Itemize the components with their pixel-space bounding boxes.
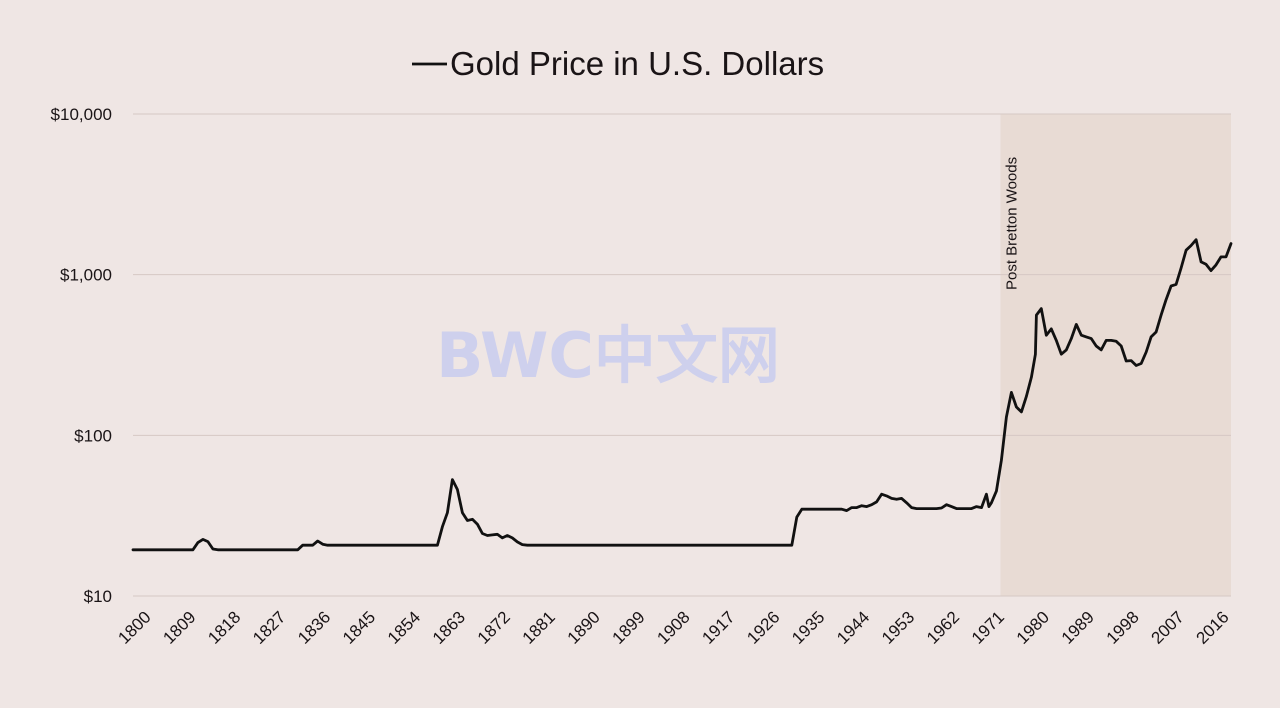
x-tick-label: 1818	[204, 608, 244, 648]
x-tick-label: 1917	[698, 608, 738, 648]
x-tick-label: 1800	[114, 608, 154, 648]
x-tick-label: 1962	[923, 608, 963, 648]
x-tick-label: 1809	[159, 608, 199, 648]
x-tick-label: 1971	[968, 608, 1008, 648]
gridlines	[133, 113, 1231, 597]
x-tick-label: 1872	[474, 608, 514, 648]
y-tick-label: $10	[84, 587, 112, 606]
y-tick-label: $10,000	[51, 105, 112, 124]
x-tick-label: 1881	[519, 608, 559, 648]
x-tick-label: 1944	[833, 608, 873, 648]
x-tick-label: 1899	[609, 608, 649, 648]
y-tick-label: $1,000	[60, 266, 112, 285]
post-bretton-woods-label: Post Bretton Woods	[1003, 157, 1020, 290]
x-tick-label: 1953	[878, 608, 918, 648]
x-tick-label: 1926	[743, 608, 783, 648]
x-tick-label: 1935	[788, 608, 828, 648]
x-tick-label: 1863	[429, 608, 469, 648]
watermark: BWC中文网	[436, 319, 780, 392]
x-tick-label: 2016	[1192, 608, 1232, 648]
gold-price-line	[131, 238, 1233, 552]
x-tick-label: 1854	[384, 608, 424, 648]
post-bretton-woods-region	[1000, 114, 1231, 596]
x-tick-label: 2007	[1148, 608, 1188, 648]
x-axis-ticks: 1800 1809 1818 1827 1836 1845 1854 1863 1872 1881…	[114, 608, 1232, 648]
x-tick-label: 1980	[1013, 608, 1053, 648]
y-axis-ticks: $10 $100 $1,000 $10,000	[51, 105, 112, 606]
x-tick-label: 1998	[1103, 608, 1143, 648]
chart-title: Gold Price in U.S. Dollars	[412, 45, 824, 82]
x-tick-label: 1908	[653, 608, 693, 648]
x-tick-label: 1845	[339, 608, 379, 648]
x-tick-label: 1890	[564, 608, 604, 648]
x-tick-label: 1989	[1058, 608, 1098, 648]
x-tick-label: 1836	[294, 608, 334, 648]
x-tick-label: 1827	[249, 608, 289, 648]
y-tick-label: $100	[74, 426, 112, 445]
chart-title-text: Gold Price in U.S. Dollars	[450, 45, 824, 82]
